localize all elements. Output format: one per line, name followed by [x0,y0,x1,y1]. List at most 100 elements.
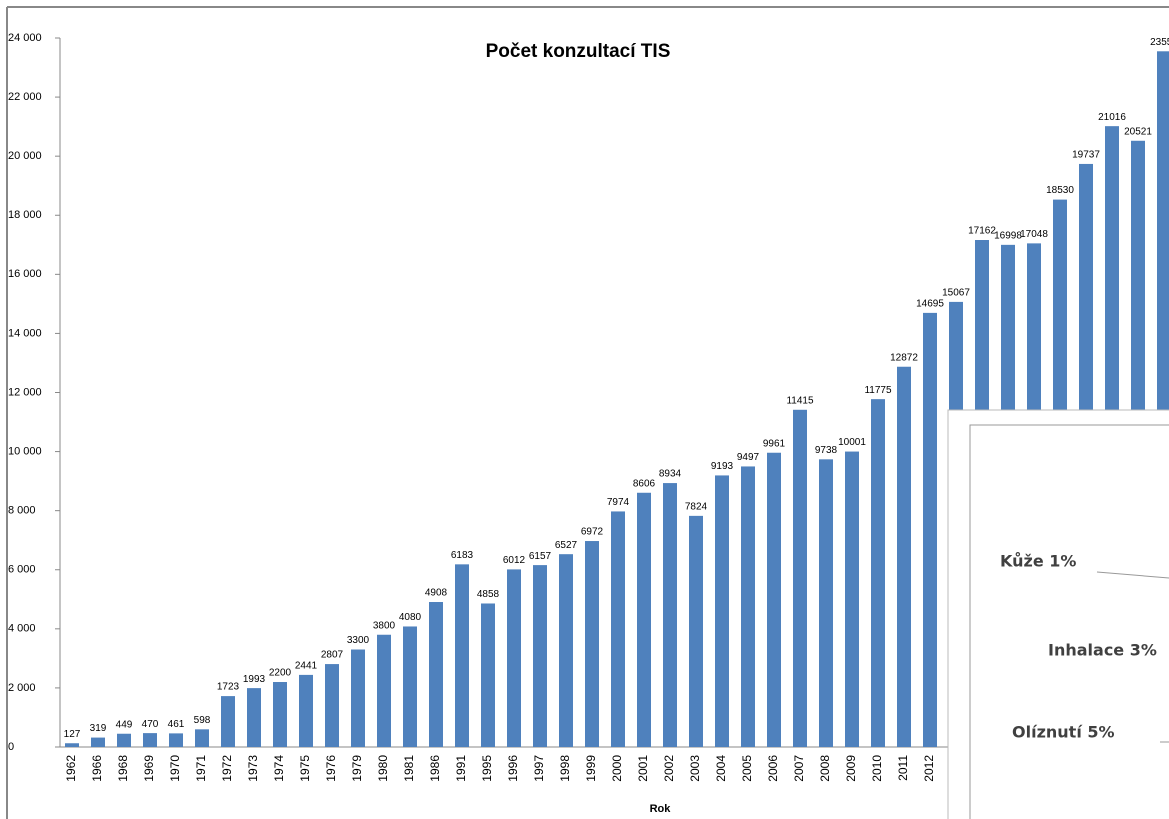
x-tick-label: 1966 [90,755,104,782]
y-tick-label: 18 000 [8,209,42,221]
bar [663,483,677,747]
value-label: 9193 [711,461,734,472]
x-tick-label: 1968 [116,755,130,782]
value-label: 9961 [763,438,786,449]
x-tick-label: 2000 [610,755,624,782]
x-tick-label: 1972 [220,755,234,782]
bar [689,515,703,747]
value-label: 3300 [347,635,370,646]
value-label: 1993 [243,674,266,685]
x-tick-label: 1998 [558,755,572,782]
bar [455,564,469,747]
x-tick-label: 2011 [896,755,910,781]
value-label: 1723 [217,682,240,693]
bar [351,649,365,747]
bar [247,688,261,747]
value-label: 18530 [1046,185,1074,196]
x-axis-label: Rok [650,803,672,815]
bar [299,674,313,747]
y-tick-label: 20 000 [8,150,42,162]
y-tick-label: 12 000 [8,386,42,398]
bar [65,743,79,747]
value-label: 10001 [838,437,866,448]
value-label: 127 [64,729,81,740]
x-tick-label: 2006 [766,755,780,782]
x-tick-label: 1975 [298,755,312,782]
value-label: 6527 [555,540,578,551]
bar [741,466,755,747]
value-label: 17162 [968,226,996,237]
bar [273,682,287,747]
x-tick-label: 1970 [168,755,182,782]
value-label: 6157 [529,551,552,562]
value-label: 9497 [737,452,760,463]
value-label: 461 [168,719,185,730]
bar [507,569,521,747]
y-tick-label: 6 000 [8,564,36,576]
value-label: 7974 [607,497,630,508]
bar [793,409,807,747]
y-tick-label: 16 000 [8,268,42,280]
x-tick-label: 1996 [506,755,520,782]
y-tick-label: 4 000 [8,623,36,635]
inset-label: Kůže 1% [1000,552,1076,571]
value-label: 11775 [864,385,892,396]
x-tick-label: 1999 [584,755,598,782]
bar [715,475,729,747]
bar [845,451,859,747]
bar [533,565,547,747]
x-tick-label: 1969 [142,755,156,782]
value-label: 6183 [451,550,474,561]
x-tick-label: 2009 [844,755,858,782]
x-tick-label: 2002 [662,755,676,782]
bar [221,696,235,747]
bar [195,729,209,747]
value-label: 319 [90,723,107,734]
x-tick-label: 1980 [376,755,390,782]
bar [923,312,937,747]
x-tick-label: 1991 [454,755,468,782]
inset-label: Inhalace 3% [1048,641,1157,660]
x-tick-label: 1981 [402,755,416,782]
bar [377,634,391,747]
value-label: 3800 [373,620,396,631]
x-tick-label: 2004 [714,755,728,782]
x-tick-label: 1974 [272,755,286,782]
bar [143,733,157,747]
x-tick-label: 1971 [194,755,208,782]
value-label: 449 [116,719,133,730]
value-label: 21016 [1098,112,1126,123]
value-label: 17048 [1020,229,1048,240]
x-tick-label: 1995 [480,755,494,782]
value-label: 14695 [916,299,944,310]
bar [819,459,833,747]
inset-panel: Kůže 1% Inhalace 3% Olíznutí 5% [947,409,1169,819]
value-label: 2200 [269,668,292,679]
bar [481,603,495,747]
x-tick-label: 2008 [818,755,832,782]
y-tick-label: 10 000 [8,445,42,457]
x-tick-label: 1962 [64,755,78,782]
x-tick-label: 1973 [246,755,260,782]
value-label: 8606 [633,478,656,489]
x-tick-label: 2005 [740,755,754,782]
value-label: 4858 [477,589,500,600]
x-tick-label: 2012 [922,755,936,782]
x-tick-label: 1986 [428,755,442,782]
bar [117,733,131,747]
bar [169,733,183,747]
x-tick-label: 2007 [792,755,806,782]
value-label: 19737 [1072,150,1100,161]
value-label: 2807 [321,650,344,661]
value-label: 598 [194,715,211,726]
value-label: 15067 [942,288,970,299]
y-tick-label: 22 000 [8,91,42,103]
inset-frame [969,424,1169,819]
value-label: 16998 [994,230,1022,241]
x-tick-label: 2010 [870,755,884,782]
y-tick-label: 8 000 [8,505,36,517]
value-label: 23550 [1150,37,1169,48]
value-label: 2441 [295,661,318,672]
value-label: 11415 [786,395,814,406]
